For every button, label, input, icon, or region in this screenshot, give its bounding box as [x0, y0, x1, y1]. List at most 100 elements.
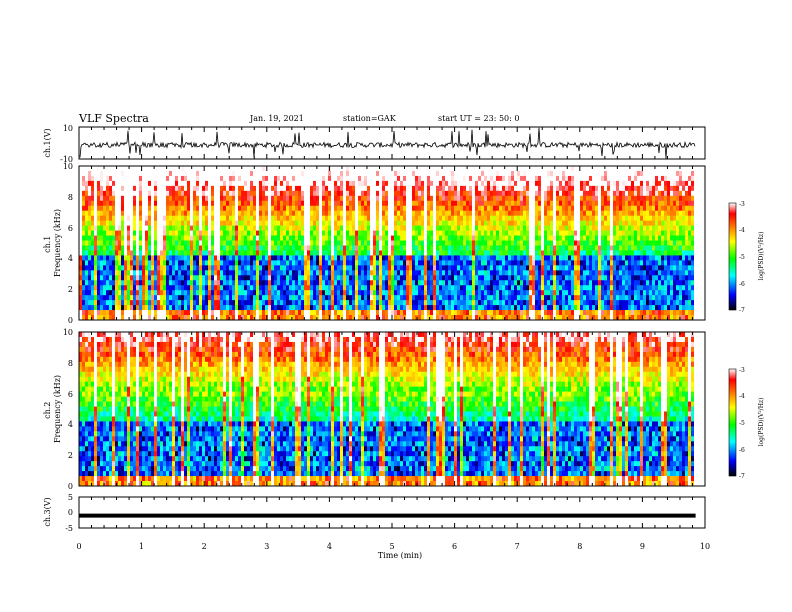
spectrogram-cell — [430, 265, 433, 271]
spectrogram-cell — [442, 215, 445, 222]
spectrogram-cell — [337, 290, 340, 296]
spectrogram-cell — [370, 240, 373, 246]
spectrogram-cell — [502, 235, 505, 241]
spectrogram-cell — [202, 270, 205, 276]
spectrogram-cell — [289, 295, 292, 301]
spectrogram-cell — [199, 290, 202, 296]
spectrogram-cell — [433, 290, 436, 296]
spectrogram-cell — [151, 235, 154, 241]
spectrogram-cell — [439, 310, 442, 316]
spectrogram-cell — [91, 295, 94, 301]
spectrogram-cell — [493, 280, 496, 286]
spectrogram-cell — [286, 300, 289, 306]
spectrogram-cell — [442, 315, 445, 321]
spectrogram-cell — [355, 300, 358, 306]
spectrogram-cell — [430, 225, 433, 231]
spectrogram-cell — [460, 265, 463, 271]
spectrogram-cell — [358, 175, 361, 182]
spectrogram-cell — [367, 225, 370, 231]
spectrogram-cell — [451, 290, 454, 296]
spectrogram-cell — [97, 220, 100, 227]
spectrogram-cell — [241, 225, 244, 231]
spectrogram-cell — [262, 185, 265, 192]
spectrogram-cell — [262, 220, 265, 227]
spectrogram-cell — [328, 280, 331, 286]
spectrogram-cell — [505, 285, 508, 291]
spectrogram-cell — [187, 245, 190, 251]
spectrogram-cell — [502, 310, 505, 316]
spectrogram-cell — [472, 290, 475, 296]
spectrogram-cell — [313, 275, 316, 281]
spectrogram-cell — [382, 255, 385, 261]
spectrogram-cell — [388, 310, 391, 316]
spectrogram-cell — [286, 215, 289, 222]
spectrogram-cell — [289, 305, 292, 311]
spectrogram-cell — [403, 205, 406, 212]
spectrogram-cell — [301, 170, 304, 177]
spectrogram-cell — [382, 300, 385, 306]
spectrogram-cell — [94, 245, 97, 251]
spectrogram-cell — [316, 260, 319, 266]
spectrogram-cell — [286, 175, 289, 182]
spectrogram-cell — [310, 200, 313, 207]
spectrogram-cell — [382, 185, 385, 192]
spectrogram-cell — [508, 166, 511, 172]
spectrogram-cell — [139, 210, 142, 217]
spectrogram-cell — [265, 180, 268, 187]
spectrogram-cell — [532, 240, 535, 246]
spectrogram-cell — [121, 290, 124, 296]
spectrogram-cell — [343, 285, 346, 291]
spectrogram-cell — [505, 245, 508, 251]
spectrogram-cell — [256, 190, 259, 197]
spectrogram-cell — [205, 205, 208, 212]
spectrogram-cell — [427, 200, 430, 207]
spectrogram-cell — [289, 205, 292, 212]
spectrogram-cell — [502, 190, 505, 197]
spectrogram-cell — [478, 265, 481, 271]
spectrogram-cell — [247, 315, 250, 321]
spectrogram-cell — [337, 245, 340, 251]
spectrogram-cell — [142, 230, 145, 236]
spectrogram-cell — [169, 245, 172, 251]
spectrogram-cell — [517, 295, 520, 301]
spectrogram-cell — [151, 300, 154, 306]
spectrogram-cell — [469, 265, 472, 271]
spectrogram-cell — [115, 170, 118, 177]
spectrogram-cell — [190, 285, 193, 291]
spectrogram-cell — [160, 220, 163, 227]
spectrogram-cell — [544, 225, 547, 231]
spectrogram-cell — [436, 285, 439, 291]
spectrogram-cell — [340, 305, 343, 311]
spectrogram-cell — [265, 175, 268, 182]
spectrogram-cell — [325, 190, 328, 197]
spectrogram-cell — [484, 310, 487, 316]
spectrogram-cell — [211, 300, 214, 306]
spectrogram-cell — [88, 305, 91, 311]
spectrogram-cell — [508, 260, 511, 266]
spectrogram-cell — [340, 195, 343, 202]
spectrogram-cell — [541, 215, 544, 222]
spectrogram-cell — [313, 230, 316, 236]
spectrogram-cell — [451, 285, 454, 291]
spectrogram-cell — [190, 270, 193, 276]
spectrogram-cell — [286, 205, 289, 212]
spectrogram-cell — [163, 166, 166, 172]
spectrogram-cell — [208, 220, 211, 227]
spectrogram-cell — [370, 245, 373, 251]
spectrogram-cell — [529, 315, 532, 321]
spectrogram-cell — [418, 290, 421, 296]
spectrogram-cell — [298, 200, 301, 207]
spectrogram-cell — [145, 315, 148, 321]
spectrogram-cell — [370, 200, 373, 207]
spectrogram-cell — [478, 235, 481, 241]
spectrogram-cell — [484, 315, 487, 321]
spectrogram-cell — [154, 210, 157, 217]
spectrogram-cell — [283, 290, 286, 296]
spectrogram-cell — [427, 175, 430, 182]
spectrogram-cell — [256, 225, 259, 231]
spectrogram-cell — [298, 195, 301, 202]
spectrogram-cell — [514, 300, 517, 306]
spectrogram-cell — [490, 185, 493, 192]
spectrogram-cell — [544, 170, 547, 177]
spectrogram-cell — [388, 195, 391, 202]
